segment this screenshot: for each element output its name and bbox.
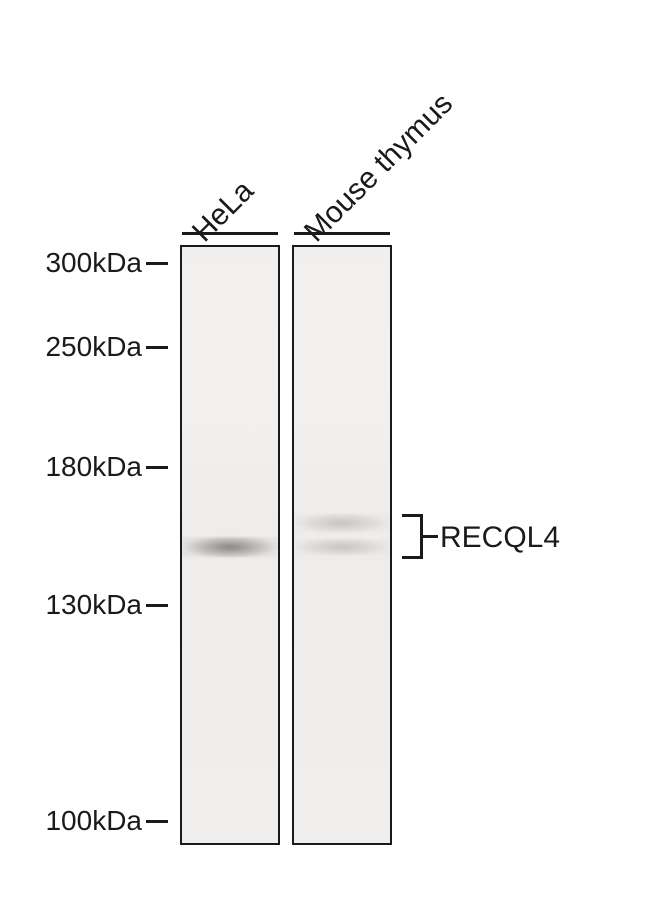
marker-tick <box>146 346 168 349</box>
marker-label: 250kDa <box>0 331 142 363</box>
protein-label: RECQL4 <box>440 521 560 555</box>
marker-label: 300kDa <box>0 247 142 279</box>
bracket-h <box>402 556 420 559</box>
marker-tick <box>146 820 168 823</box>
bracket-connector <box>420 535 438 538</box>
band <box>294 539 390 555</box>
lane-label-mouse-thymus: Mouse thymus <box>298 87 460 249</box>
lane-mouse-thymus <box>292 245 392 845</box>
band <box>182 537 278 557</box>
marker-label: 130kDa <box>0 589 142 621</box>
lane-underline <box>182 232 278 235</box>
lane-hela <box>180 245 280 845</box>
lane-label-hela: HeLa <box>186 174 261 249</box>
marker-tick <box>146 604 168 607</box>
bracket-h <box>402 514 420 517</box>
band <box>294 514 390 532</box>
marker-label: 180kDa <box>0 451 142 483</box>
marker-tick <box>146 262 168 265</box>
marker-label: 100kDa <box>0 805 142 837</box>
blot-figure: HeLa Mouse thymus 300kDa 250kDa 180kDa 130k… <box>0 0 650 910</box>
lane-underline <box>294 232 390 235</box>
marker-tick <box>146 466 168 469</box>
